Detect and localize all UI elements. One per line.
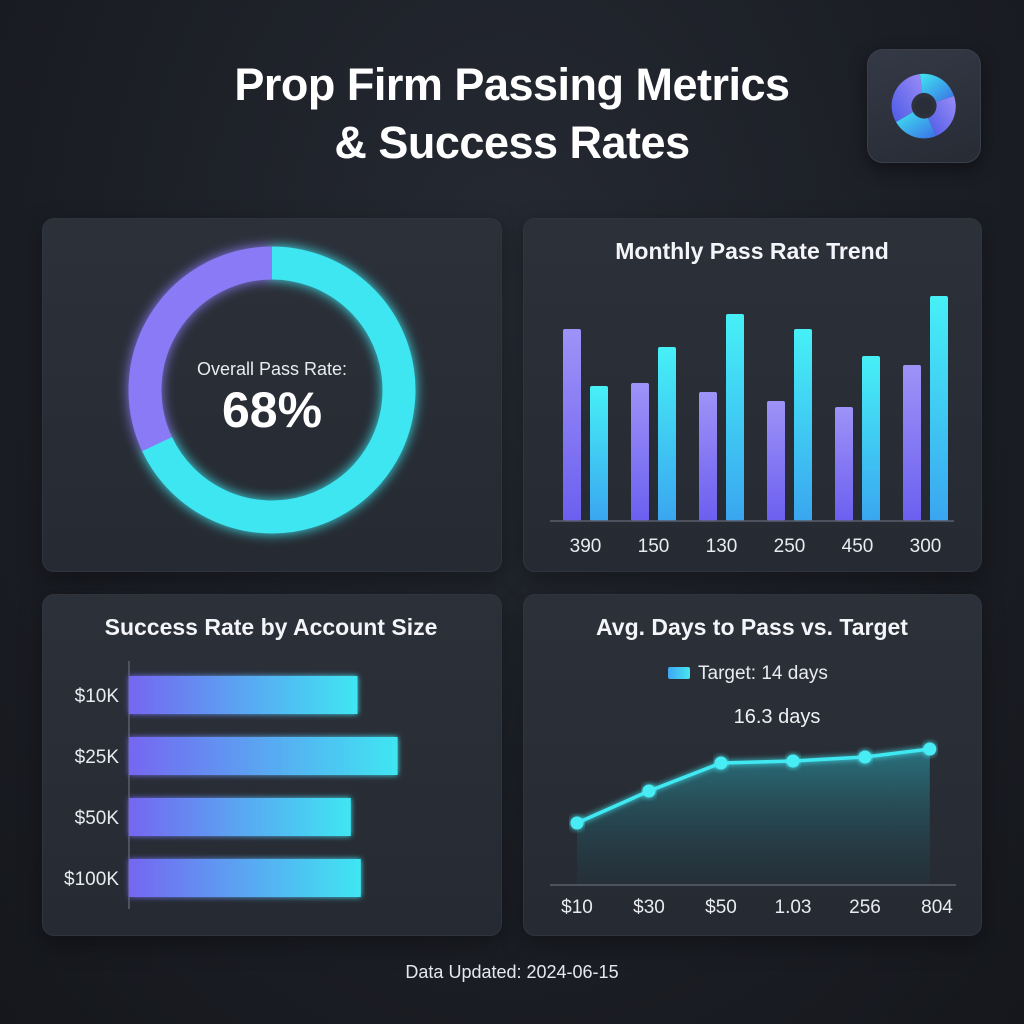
monthly-bar [590,386,608,521]
monthly-bar [563,329,581,521]
size-bar [129,676,358,714]
size-chart-title: Success Rate by Account Size [105,614,438,640]
size-tick-label: $100K [64,869,119,890]
size-tick-label: $25K [75,747,120,768]
size-bar [129,798,351,836]
days-tick-label: $10 [561,897,593,918]
page-title-line1: Prop Firm Passing Metrics [234,59,790,110]
days-tick-label: 256 [849,897,881,918]
days-area [577,749,930,885]
page-title-line2: & Success Rates [334,117,690,168]
monthly-tick-label: 390 [570,536,602,557]
monthly-bar [767,401,785,521]
monthly-bar [794,329,812,521]
size-bar [129,859,361,897]
days-point [786,754,800,768]
days-point [642,784,656,798]
monthly-bar [658,347,676,521]
days-point [858,750,872,764]
size-tick-label: $10K [75,686,120,707]
days-point [923,742,937,756]
monthly-bar [930,296,948,521]
days-point [714,756,728,770]
days-tick-label: 804 [921,897,953,918]
days-to-pass-panel: Avg. Days to Pass vs. Target Target: 14 … [523,594,982,936]
size-bar [129,737,398,775]
monthly-bar [631,383,649,521]
donut-slice-other [128,246,273,452]
monthly-bar [726,314,744,521]
size-tick-label: $50K [75,808,120,829]
monthly-tick-label: 130 [706,536,738,557]
legend-label: Target: 14 days [698,663,828,684]
success-by-size-panel: Success Rate by Account Size $10K $25K $50… [42,594,502,936]
monthly-tick-label: 250 [774,536,806,557]
monthly-bar [699,392,717,521]
days-tick-label: 1.03 [775,897,812,918]
days-tick-label: $50 [705,897,737,918]
overall-pass-rate-panel: Overall Pass Rate: 68% [42,218,502,572]
legend-swatch [668,667,690,679]
data-updated-footer: Data Updated: 2024-06-15 [405,962,619,982]
monthly-bar [862,356,880,521]
donut-value: 68% [222,382,322,438]
monthly-tick-label: 150 [638,536,670,557]
monthly-bar [835,407,853,521]
line-annotation: 16.3 days [734,706,821,728]
page-title: Prop Firm Passing Metrics & Success Rate… [112,56,912,172]
monthly-pass-rate-panel: Monthly Pass Rate Trend 390 150 130 250 450 3… [523,218,982,572]
monthly-tick-label: 300 [910,536,942,557]
monthly-bar [903,365,921,521]
days-line [576,747,931,825]
days-point [570,816,584,830]
donut-slice-pass [142,246,416,534]
monthly-tick-label: 450 [842,536,874,557]
donut-label: Overall Pass Rate: [197,359,347,379]
days-tick-label: $30 [633,897,665,918]
days-chart-title: Avg. Days to Pass vs. Target [596,614,908,640]
aperture-logo-icon [867,49,981,163]
monthly-chart-title: Monthly Pass Rate Trend [615,238,889,264]
